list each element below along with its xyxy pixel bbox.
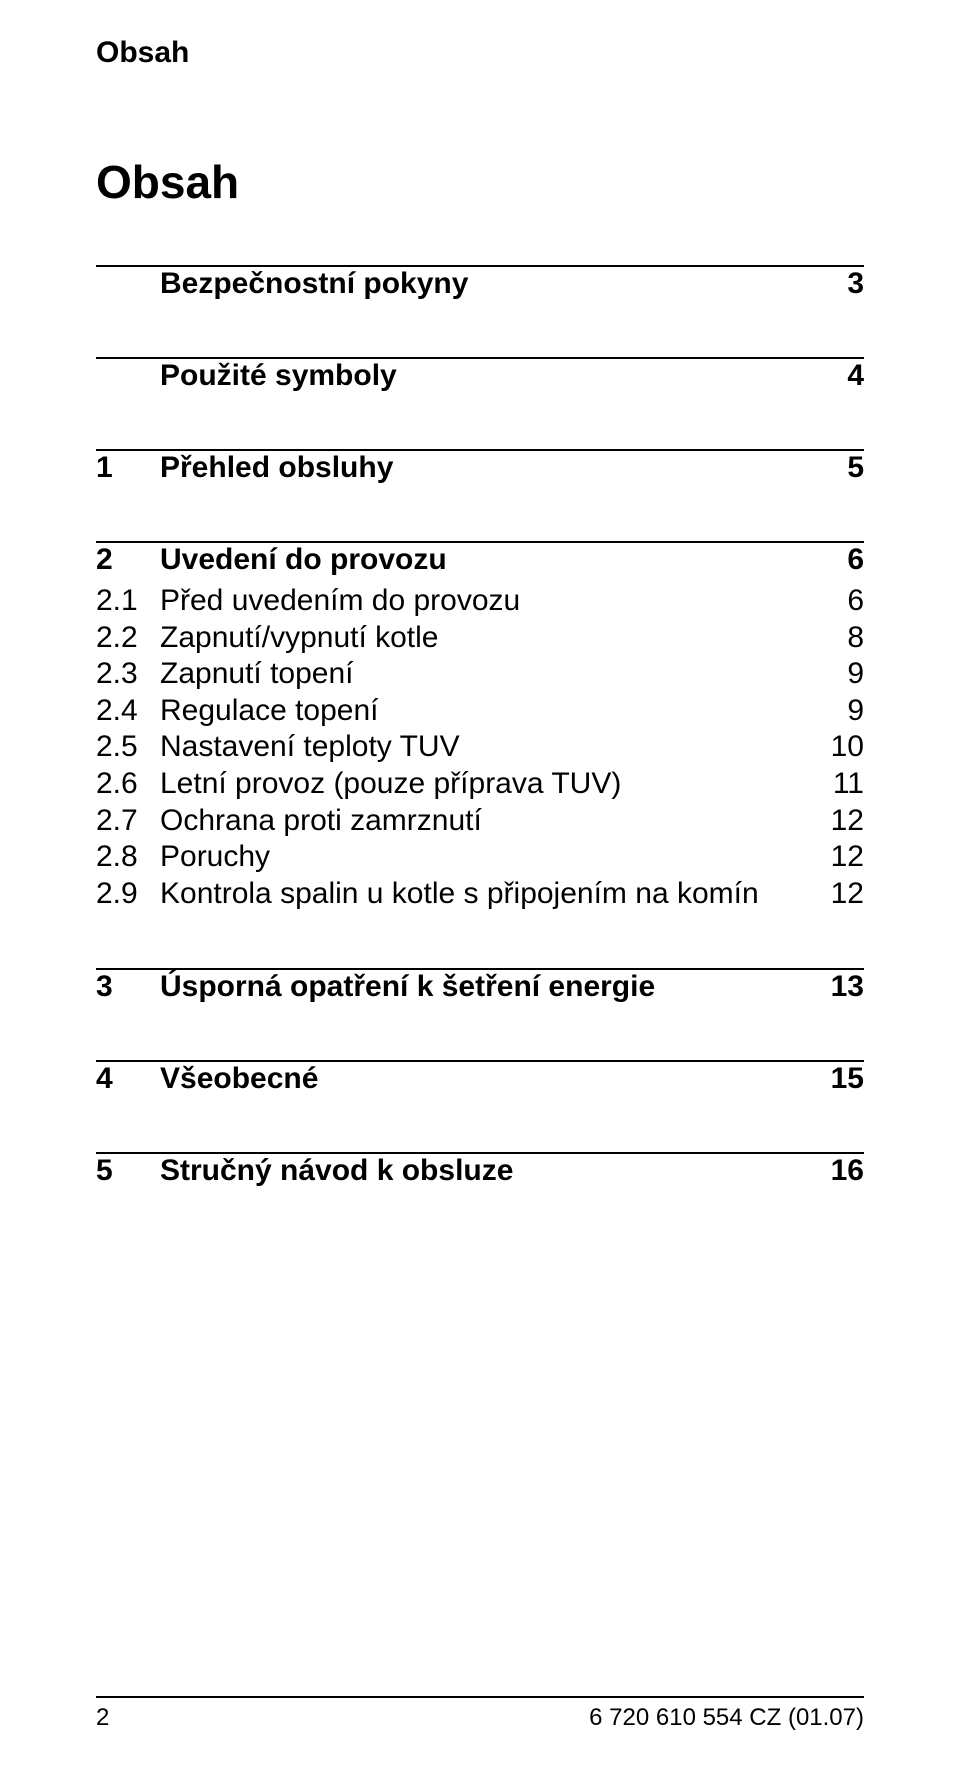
toc-subsection-title: Zapnutí topení [160, 656, 353, 693]
toc-subsection-page: 11 [833, 766, 864, 803]
toc-subsection-page: 12 [831, 876, 864, 913]
toc-subsection-title: Zapnutí/vypnutí kotle [160, 620, 439, 657]
toc-section-heading: Bezpečnostní pokyny 3 [96, 267, 864, 301]
toc-subsection-number: 2.2 [96, 620, 160, 657]
toc-subsection-page: 12 [831, 839, 864, 876]
toc-section-heading: 4Všeobecné 15 [96, 1062, 864, 1096]
toc-section-title: Úsporná opatření k šetření energie [160, 970, 655, 1004]
toc-section-page: 13 [831, 970, 864, 1004]
toc-subsection-number: 2.8 [96, 839, 160, 876]
toc-section-number: 2 [96, 543, 160, 577]
toc-section: 2Uvedení do provozu62.1Před uvedením do … [96, 541, 864, 912]
toc-subsection: 2.5Nastavení teploty TUV 10 [96, 729, 864, 766]
toc-section-title: Použité symboly [160, 359, 397, 393]
toc-subsection-page: 12 [831, 803, 864, 840]
toc-section-heading: 2Uvedení do provozu 6 [96, 543, 864, 577]
toc-section-title: Bezpečnostní pokyny [160, 267, 468, 301]
toc-section-heading: Použité symboly 4 [96, 359, 864, 393]
toc-subsection-title: Před uvedením do provozu [160, 583, 520, 620]
toc-subsection-page: 9 [847, 656, 864, 693]
toc-section-number: 4 [96, 1062, 160, 1096]
toc-section-title: Stručný návod k obsluze [160, 1154, 513, 1188]
toc-section-heading: 1Přehled obsluhy 5 [96, 451, 864, 485]
toc-section: Bezpečnostní pokyny 3 [96, 265, 864, 301]
page-title: Obsah [96, 155, 864, 209]
toc-subsection-number: 2.6 [96, 766, 160, 803]
toc-section-page: 15 [831, 1062, 864, 1096]
toc-section: 5Stručný návod k obsluze 16 [96, 1152, 864, 1188]
toc-section-page: 5 [847, 451, 864, 485]
toc-section-number: 1 [96, 451, 160, 485]
toc-subsection: 2.7Ochrana proti zamrznutí 12 [96, 803, 864, 840]
footer-rule [96, 1696, 864, 1698]
toc-section-number: 5 [96, 1154, 160, 1188]
toc-subsection-page: 8 [847, 620, 864, 657]
toc-subsection: 2.4Regulace topení 9 [96, 693, 864, 730]
toc-subsection-page: 9 [847, 693, 864, 730]
toc-section-page: 6 [847, 543, 864, 577]
toc-section: 3Úsporná opatření k šetření energie 13 [96, 968, 864, 1004]
toc-section: 4Všeobecné 15 [96, 1060, 864, 1096]
document-page: Obsah Obsah Bezpečnostní pokyny 3 Použité … [0, 0, 960, 1786]
toc-subsection-page: 10 [831, 729, 864, 766]
toc-section-title: Uvedení do provozu [160, 543, 447, 577]
toc-subsection-number: 2.4 [96, 693, 160, 730]
toc-section-heading: 5Stručný návod k obsluze 16 [96, 1154, 864, 1188]
toc-subsection-title: Poruchy [160, 839, 270, 876]
footer-doc-id: 6 720 610 554 CZ (01.07) [589, 1704, 864, 1732]
toc-subsection: 2.8Poruchy 12 [96, 839, 864, 876]
footer-page-number: 2 [96, 1704, 109, 1732]
toc-subsection: 2.9Kontrola spalin u kotle s připojením … [96, 876, 864, 913]
toc-section-number: 3 [96, 970, 160, 1004]
toc-section-page: 16 [831, 1154, 864, 1188]
toc-subsection-list: 2.1Před uvedením do provozu62.2Zapnutí/v… [96, 583, 864, 912]
toc-section-heading: 3Úsporná opatření k šetření energie 13 [96, 970, 864, 1004]
toc-subsection-number: 2.3 [96, 656, 160, 693]
toc-section: 1Přehled obsluhy 5 [96, 449, 864, 485]
running-header: Obsah [96, 36, 864, 70]
toc-subsection-number: 2.9 [96, 876, 160, 913]
toc-subsection-number: 2.7 [96, 803, 160, 840]
toc-subsection: 2.1Před uvedením do provozu 6 [96, 583, 864, 620]
toc-container: Bezpečnostní pokyny3Použité symboly41Pře… [96, 265, 864, 1188]
toc-subsection: 2.2Zapnutí/vypnutí kotle 8 [96, 620, 864, 657]
toc-section: Použité symboly 4 [96, 357, 864, 393]
toc-subsection: 2.6Letní provoz (pouze příprava TUV) 11 [96, 766, 864, 803]
toc-subsection-title: Letní provoz (pouze příprava TUV) [160, 766, 621, 803]
toc-subsection-title: Regulace topení [160, 693, 379, 730]
toc-section-title: Přehled obsluhy [160, 451, 393, 485]
toc-subsection-title: Kontrola spalin u kotle s připojením na … [160, 876, 759, 913]
toc-section-page: 4 [847, 359, 864, 393]
page-footer: 2 6 720 610 554 CZ (01.07) [96, 1696, 864, 1732]
toc-subsection: 2.3Zapnutí topení 9 [96, 656, 864, 693]
toc-subsection-title: Nastavení teploty TUV [160, 729, 460, 766]
toc-section-title: Všeobecné [160, 1062, 318, 1096]
toc-subsection-title: Ochrana proti zamrznutí [160, 803, 482, 840]
toc-subsection-number: 2.5 [96, 729, 160, 766]
toc-section-page: 3 [847, 267, 864, 301]
toc-subsection-number: 2.1 [96, 583, 160, 620]
toc-subsection-page: 6 [847, 583, 864, 620]
